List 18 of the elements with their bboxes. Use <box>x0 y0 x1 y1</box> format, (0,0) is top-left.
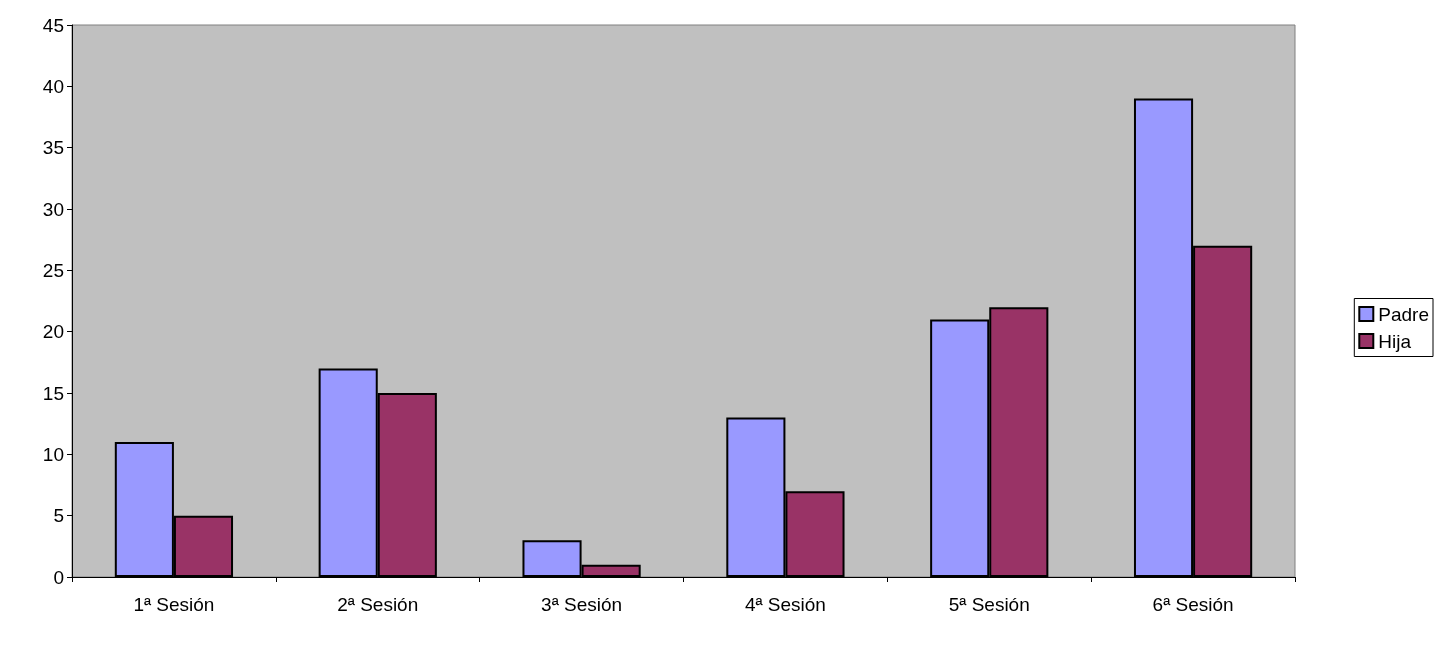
y-tick-label: 0 <box>53 566 64 588</box>
y-tick-label: 20 <box>42 321 64 343</box>
x-tick-label: 1ª Sesión <box>133 594 215 615</box>
x-tick-label: 4ª Sesión <box>744 594 826 615</box>
y-tick-label: 35 <box>42 137 64 159</box>
y-tick-label: 5 <box>53 505 64 527</box>
y-tick-label: 15 <box>42 382 64 404</box>
y-tick-label: 40 <box>42 75 64 97</box>
legend-label: Hija <box>1378 330 1412 352</box>
x-tick-label: 2ª Sesión <box>337 594 419 615</box>
y-tick-label: 10 <box>42 443 64 465</box>
x-tick-label: 3ª Sesión <box>541 594 623 615</box>
x-tick-label: 6ª Sesión <box>1152 594 1234 615</box>
x-tick-label: 5ª Sesión <box>948 594 1030 615</box>
y-tick-label: 25 <box>42 259 64 281</box>
legend-label: Padre <box>1378 303 1429 325</box>
y-tick-label: 45 <box>42 14 64 36</box>
y-tick-label: 30 <box>42 198 64 220</box>
